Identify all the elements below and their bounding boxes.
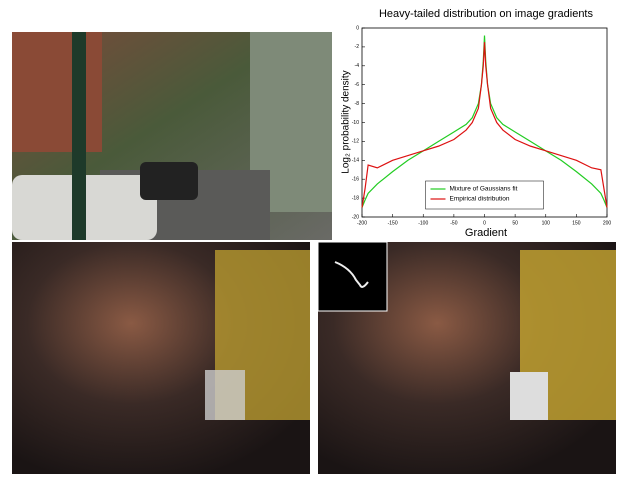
building [12, 32, 102, 152]
y-tick-label: 0 [356, 25, 359, 31]
badge [510, 372, 548, 420]
street-photo [12, 32, 332, 240]
x-tick-label: 200 [603, 220, 612, 226]
x-tick-label: 50 [512, 220, 518, 226]
data-line [361, 35, 608, 208]
kernel-trace [334, 261, 369, 288]
x-tick-label: -100 [418, 220, 428, 226]
blurred-photo [12, 242, 310, 474]
chart-title: Heavy-tailed distribution on image gradi… [379, 8, 594, 20]
x-tick-label: 0 [483, 220, 486, 226]
y-tick-label: -14 [352, 158, 359, 164]
y-tick-label: -6 [355, 82, 360, 88]
lamp-post [72, 32, 86, 240]
legend-label: Mixture of Gaussians fit [450, 186, 518, 193]
y-tick-label: -20 [352, 214, 359, 220]
y-tick-label: -4 [355, 63, 360, 69]
y-tick-label: -16 [352, 177, 359, 183]
legend-box [425, 180, 544, 210]
y-tick-label: -18 [352, 195, 359, 201]
x-tick-label: -200 [357, 220, 367, 226]
y-tick-label: -8 [355, 101, 360, 107]
badge [205, 370, 245, 420]
deblurred-photo [317, 241, 616, 474]
y-axis-label: Log₂ probability density [341, 70, 352, 173]
x-tick-label: 100 [542, 220, 551, 226]
blur-kernel [317, 241, 388, 312]
y-tick-label: -12 [352, 139, 359, 145]
data-line [361, 42, 608, 208]
x-axis-label: Gradient [465, 227, 507, 239]
legend-label: Empirical distribution [450, 196, 510, 203]
x-tick-label: -50 [450, 220, 457, 226]
y-tick-label: -2 [355, 44, 360, 50]
y-tick-label: -10 [352, 120, 359, 126]
car [140, 162, 198, 200]
x-tick-label: -150 [388, 220, 398, 226]
x-tick-label: 150 [572, 220, 581, 226]
